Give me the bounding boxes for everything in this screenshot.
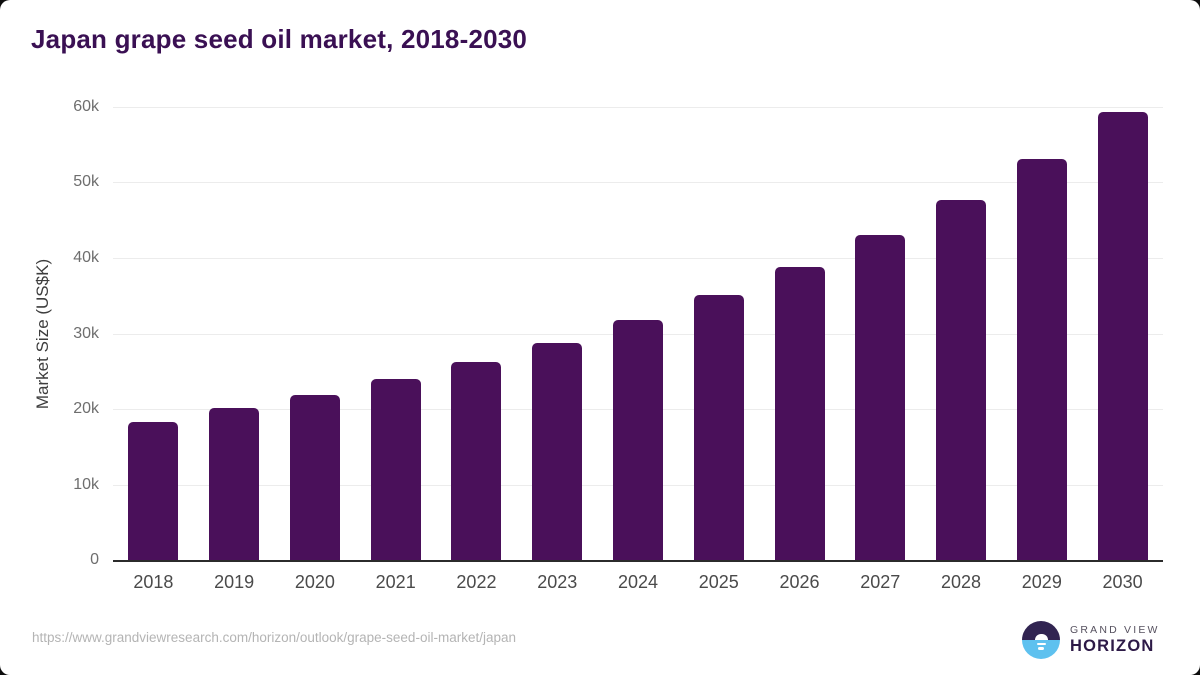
x-tick-label: 2019 (214, 572, 255, 592)
bar-band (1001, 107, 1082, 560)
bar-band (598, 107, 679, 560)
logo-sky-half (1022, 621, 1060, 640)
logo-reflection-bar-2 (1038, 647, 1044, 650)
horizon-sun-icon (1022, 621, 1060, 659)
page-title: Japan grape seed oil market, 2018-2030 (31, 24, 528, 54)
bar-band (275, 107, 356, 560)
logo-reflection-bar-1 (1036, 642, 1046, 646)
x-tick-label: 2022 (456, 572, 497, 592)
bar-2028 (936, 199, 987, 560)
bar-2018 (128, 421, 179, 560)
bar-band (840, 107, 921, 560)
bar-2029 (1016, 159, 1067, 560)
y-tick-label: 10k (73, 475, 99, 493)
x-tick-label: 2023 (537, 572, 578, 592)
x-tick-label: 2030 (1102, 572, 1143, 592)
source-url: https://www.grandviewresearch.com/horizo… (32, 630, 516, 645)
x-tick-label: 2028 (941, 572, 982, 592)
gridline (113, 107, 1163, 108)
brand-logo[interactable]: GRAND VIEW HORIZON (1022, 621, 1160, 659)
bar-2027 (855, 235, 906, 560)
bar-band (194, 107, 275, 560)
x-tick-label: 2018 (133, 572, 174, 592)
bar-band (921, 107, 1002, 560)
y-axis-title: Market Size (US$K) (33, 258, 52, 410)
bar-2020 (289, 394, 340, 560)
bar-2030 (1097, 111, 1148, 560)
bar-band (113, 107, 194, 560)
y-tick-label: 40k (73, 248, 99, 266)
x-tick-label: 2025 (698, 572, 739, 592)
x-tick-labels: 2018 2019 2020 2021 2022 2023 2024 2025 2026 2027… (113, 572, 1163, 593)
x-tick-label: 2029 (1021, 572, 1062, 592)
bar-2025 (693, 295, 744, 560)
bar-2026 (774, 267, 825, 560)
y-tick-label: 50k (73, 173, 99, 191)
bar-series (113, 107, 1163, 560)
bar-2023 (532, 342, 583, 560)
logo-brand-bottom: HORIZON (1070, 636, 1155, 655)
gridline (113, 257, 1163, 259)
x-tick-label: 2020 (294, 572, 335, 592)
bar-band (1082, 107, 1163, 560)
x-tick-label: 2027 (860, 572, 901, 592)
bar-2022 (451, 362, 502, 560)
x-tick-label: 2026 (779, 572, 820, 592)
bar-band (355, 107, 436, 560)
x-tick-label: 2021 (375, 572, 416, 592)
logo-text: GRAND VIEW HORIZON (1070, 624, 1160, 655)
bar-band (436, 107, 517, 560)
bar-2019 (209, 407, 260, 560)
y-tick-label: 30k (73, 324, 99, 342)
y-tick-label: 20k (73, 399, 99, 417)
logo-sun-dome (1034, 633, 1048, 640)
x-tick-label: 2024 (617, 572, 658, 592)
gridline (113, 182, 1163, 184)
bar-2024 (612, 319, 663, 560)
y-tick-label: 0 (90, 551, 99, 568)
bar-band (517, 107, 598, 560)
bar-band (759, 107, 840, 560)
bar-band (678, 107, 759, 560)
bar-2021 (370, 378, 421, 560)
logo-brand-top: GRAND VIEW (1070, 624, 1160, 637)
plot-area: 0 10k 20k 30k 40k 50k 60k 2018 2019 2020 2021 2022… (73, 98, 1163, 592)
y-tick-label: 60k (73, 98, 99, 115)
